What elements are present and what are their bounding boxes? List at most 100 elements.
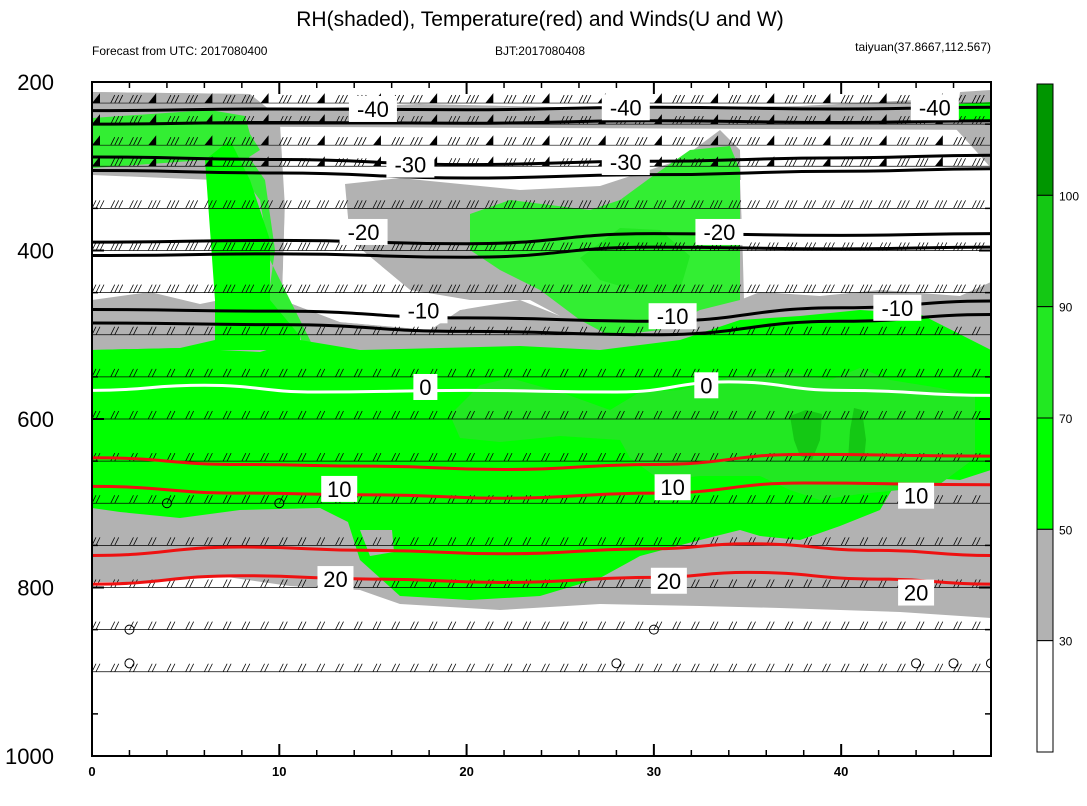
wind-barb [578, 200, 584, 209]
wind-barb [863, 537, 869, 546]
wind-barb [732, 368, 738, 378]
wind-barb [747, 368, 752, 378]
wind-barb [335, 663, 340, 672]
wind-barb [563, 663, 569, 672]
wind-barb [567, 200, 573, 209]
wind-barb [268, 242, 273, 251]
wind-barb [447, 368, 453, 378]
wind-barb [867, 137, 873, 146]
wind-barb [953, 137, 958, 146]
wind-barb [451, 368, 457, 378]
temperature-label: 20 [323, 567, 347, 592]
wind-barb [133, 495, 138, 504]
wind-barb [470, 200, 475, 209]
wind-barb [410, 537, 415, 546]
wind-barb [410, 137, 415, 146]
wind-barb [357, 537, 363, 546]
wind-barb [260, 368, 265, 378]
wind-barb [728, 579, 734, 588]
wind-barb [605, 284, 611, 293]
wind-barb [316, 284, 322, 293]
wind-barb [110, 410, 116, 420]
wind-flag [204, 135, 213, 146]
wind-barb [690, 537, 696, 546]
wind-barb [170, 410, 176, 420]
wind-barb [189, 495, 195, 504]
wind-barb [995, 664, 999, 672]
wind-barb [391, 452, 397, 462]
wind-barb [241, 621, 247, 630]
wind-barb [863, 326, 869, 335]
wind-barb [859, 410, 865, 420]
wind-barb [634, 410, 640, 420]
wind-barb [638, 537, 644, 546]
wind-barb [732, 621, 738, 630]
wind-barb [428, 200, 434, 209]
wind-barb [747, 284, 752, 293]
wind-barb [282, 537, 288, 546]
wind-barb [507, 663, 513, 672]
wind-barb [709, 410, 715, 420]
wind-barb [736, 284, 742, 293]
wind-barb [95, 284, 101, 293]
wind-barb [755, 94, 760, 104]
wind-barb [410, 663, 415, 672]
wind-flag [260, 135, 269, 146]
wind-barb [747, 410, 752, 420]
wind-barb [245, 621, 251, 630]
wind-barb [957, 158, 962, 167]
wind-barb [769, 495, 775, 504]
wind-barb [807, 137, 813, 146]
wind-barb [185, 410, 191, 420]
wind-barb [185, 284, 191, 293]
wind-flag [597, 135, 606, 146]
wind-barb [466, 621, 471, 630]
wind-barb [133, 242, 138, 251]
wind-barb [230, 94, 236, 104]
wind-barb [301, 495, 307, 504]
wind-barb [147, 326, 153, 335]
wind-barb [863, 663, 869, 672]
wind-barb [222, 495, 228, 504]
wind-barb [129, 410, 134, 420]
wind-barb [301, 663, 307, 672]
wind-barb [709, 284, 715, 293]
wind-barb [882, 663, 887, 672]
wind-barb [975, 326, 981, 335]
wind-barb [975, 158, 981, 167]
wind-barb [807, 284, 813, 293]
wind-barb [961, 158, 966, 167]
wind-barb [784, 284, 790, 293]
wind-barb [840, 663, 846, 672]
wind-barb [391, 284, 397, 293]
wind-barb [95, 326, 101, 335]
wind-barb [451, 663, 457, 672]
wind-barb [567, 94, 573, 104]
wind-barb [694, 200, 700, 209]
wind-barb [896, 326, 902, 335]
wind-barb [260, 579, 265, 588]
wind-barb [511, 200, 517, 209]
wind-barb [222, 242, 228, 251]
wind-barb [395, 621, 401, 630]
wind-barb [147, 495, 153, 504]
temperature-label: 0 [700, 373, 712, 398]
wind-barb [971, 368, 977, 378]
wind-barb [844, 284, 850, 293]
wind-barb [484, 368, 490, 378]
wind-barb [971, 621, 977, 630]
wind-barb [563, 621, 569, 630]
wind-barb [694, 284, 700, 293]
wind-flag [148, 93, 157, 104]
wind-barb [638, 368, 644, 378]
wind-barb [245, 284, 251, 293]
wind-barb [728, 284, 734, 293]
wind-barb [788, 663, 794, 672]
wind-barb [582, 663, 588, 672]
wind-barb [185, 368, 191, 378]
wind-barb [484, 200, 490, 209]
temperature-contours [92, 105, 991, 586]
wind-barb [616, 452, 621, 462]
wind-barb [470, 537, 475, 546]
wind-barb [578, 452, 584, 462]
